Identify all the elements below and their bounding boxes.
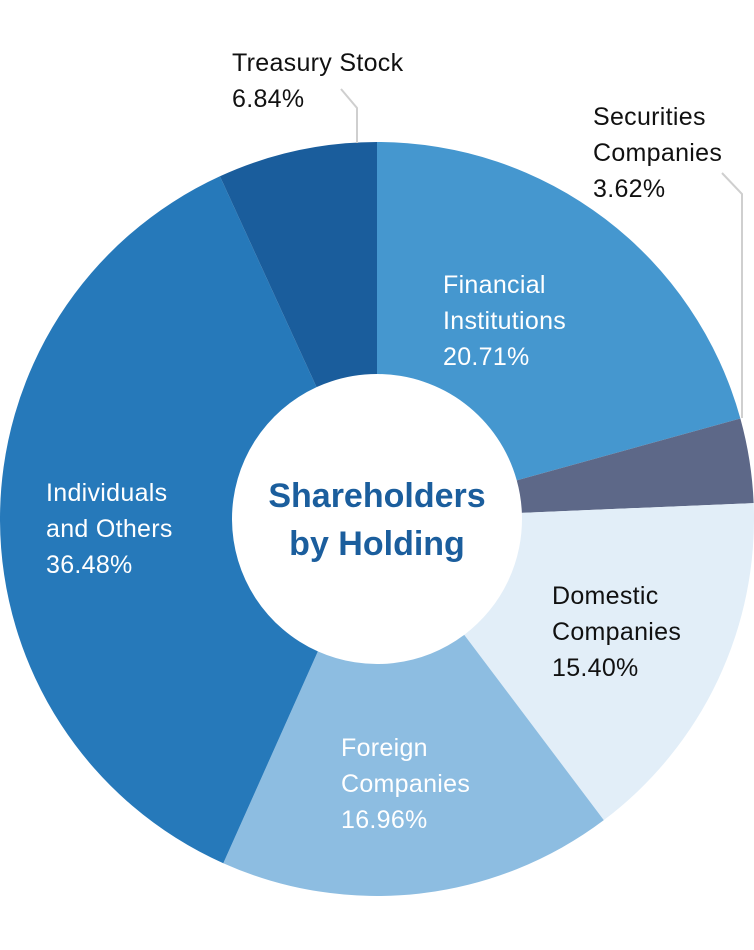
slice-name-line: Companies xyxy=(552,618,681,646)
chart-title-line: by Holding xyxy=(289,525,465,563)
chart-title: Shareholders by Holding xyxy=(268,477,485,563)
pie-slice-foreign-companies xyxy=(223,634,604,896)
slice-name-line: Domestic xyxy=(552,582,659,610)
slice-name-line: Companies xyxy=(341,770,470,798)
leader-line-securities-companies xyxy=(721,172,743,418)
slice-value: 36.48% xyxy=(46,551,133,579)
slice-value: 20.71% xyxy=(443,343,530,371)
pie-slice-financial-institutions xyxy=(377,142,741,481)
slice-label-financial-institutions: Financial Institutions 20.71% xyxy=(443,271,566,371)
slice-value: 15.40% xyxy=(552,654,639,682)
slice-name-line: Treasury Stock xyxy=(232,49,404,77)
slice-label-individuals-and-others: Individuals and Others 36.48% xyxy=(46,479,173,579)
chart-title-line: Shareholders xyxy=(268,477,485,515)
donut-slices xyxy=(0,142,754,896)
pie-slice-domestic-companies xyxy=(464,503,754,821)
pie-slice-treasury-stock xyxy=(219,142,377,388)
leader-line-treasury-stock xyxy=(340,88,358,143)
slice-name-line: Securities xyxy=(593,103,706,131)
slice-name-line: Companies xyxy=(593,139,722,167)
slice-name-line: Foreign xyxy=(341,734,428,762)
slice-label-treasury-stock: Treasury Stock 6.84% xyxy=(232,49,404,113)
slice-label-foreign-companies: Foreign Companies 16.96% xyxy=(341,734,470,834)
slice-value: 3.62% xyxy=(593,175,665,203)
slice-name-line: Institutions xyxy=(443,307,566,335)
slice-name-line: Individuals xyxy=(46,479,167,507)
pie-slice-individuals-and-others xyxy=(0,176,318,864)
slice-name-line: Financial xyxy=(443,271,546,299)
slice-value: 16.96% xyxy=(341,806,428,834)
pie-slice-securities-companies xyxy=(516,418,754,513)
slice-value: 6.84% xyxy=(232,85,304,113)
slice-label-domestic-companies: Domestic Companies 15.40% xyxy=(552,582,681,682)
slice-label-securities-companies: Securities Companies 3.62% xyxy=(593,103,722,203)
slice-name-line: and Others xyxy=(46,515,173,543)
